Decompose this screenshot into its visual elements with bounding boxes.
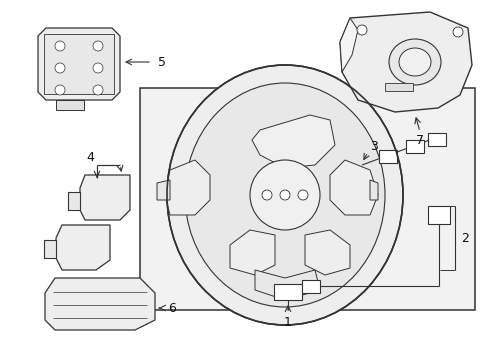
Polygon shape (339, 18, 357, 72)
Text: 7: 7 (415, 134, 423, 147)
Circle shape (55, 85, 65, 95)
Polygon shape (164, 160, 209, 215)
Polygon shape (254, 270, 319, 300)
Polygon shape (80, 175, 130, 220)
Polygon shape (45, 278, 155, 330)
Text: 3: 3 (369, 140, 377, 153)
Text: 4: 4 (86, 150, 94, 163)
Polygon shape (68, 192, 80, 210)
Circle shape (93, 41, 103, 51)
Text: 5: 5 (158, 55, 165, 68)
Circle shape (297, 190, 307, 200)
Circle shape (249, 160, 319, 230)
Polygon shape (229, 230, 274, 275)
Ellipse shape (388, 39, 440, 85)
Ellipse shape (167, 65, 402, 325)
Circle shape (93, 63, 103, 73)
Circle shape (55, 63, 65, 73)
Text: 1: 1 (284, 316, 291, 329)
Ellipse shape (398, 48, 430, 76)
Circle shape (262, 190, 271, 200)
Polygon shape (38, 28, 120, 100)
Polygon shape (305, 230, 349, 275)
Circle shape (55, 41, 65, 51)
Polygon shape (369, 180, 377, 200)
Polygon shape (339, 12, 471, 112)
Bar (140, 88, 474, 310)
Bar (427, 133, 445, 146)
Circle shape (280, 190, 289, 200)
Polygon shape (251, 115, 334, 168)
Circle shape (356, 25, 366, 35)
Text: 2: 2 (460, 231, 468, 244)
Circle shape (452, 27, 462, 37)
Circle shape (93, 85, 103, 95)
Bar (405, 140, 423, 153)
Bar (56, 100, 84, 110)
Text: 6: 6 (168, 302, 176, 315)
Polygon shape (56, 225, 110, 270)
Bar (427, 206, 449, 224)
Polygon shape (329, 160, 377, 215)
Bar (44, 34, 114, 94)
Ellipse shape (184, 83, 384, 307)
Polygon shape (44, 240, 56, 258)
Bar (378, 150, 396, 163)
Bar (384, 83, 412, 91)
Bar (302, 280, 319, 293)
Bar (273, 284, 302, 300)
Polygon shape (157, 180, 170, 200)
